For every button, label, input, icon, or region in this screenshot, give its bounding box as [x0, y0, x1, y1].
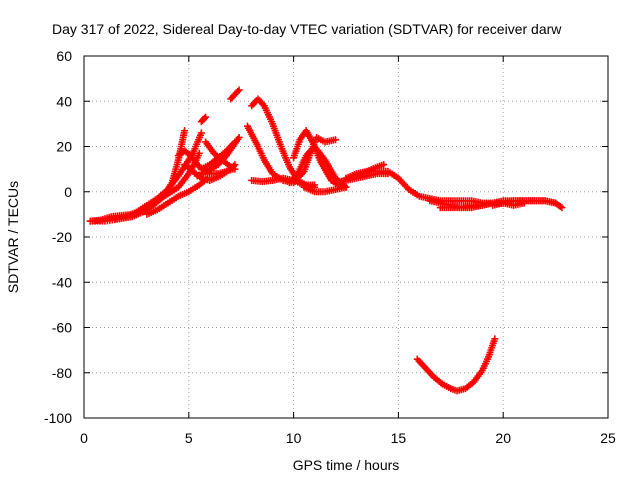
y-tick-label: -60 — [52, 320, 72, 336]
y-tick-label: -40 — [52, 274, 72, 290]
data-point — [332, 136, 340, 144]
series-arc-11 — [227, 86, 243, 103]
data-point — [235, 86, 243, 94]
chart-title: Day 317 of 2022, Sidereal Day-to-day VTE… — [52, 21, 562, 37]
data-point — [235, 133, 243, 141]
x-tick-label: 25 — [600, 430, 616, 446]
plot-frame — [83, 55, 609, 419]
y-tick-label: -100 — [44, 410, 72, 426]
data-point — [195, 149, 203, 157]
x-tick-label: 0 — [80, 430, 88, 446]
x-axis-label: GPS time / hours — [293, 457, 400, 473]
y-tick-label: -80 — [52, 365, 72, 381]
data-point — [231, 138, 239, 146]
data-point — [197, 129, 205, 137]
data-point — [491, 335, 499, 343]
data-point — [234, 87, 242, 95]
data-point — [552, 199, 560, 207]
data-point — [342, 183, 350, 191]
data-point — [201, 114, 209, 122]
y-tick-label: 0 — [64, 184, 72, 200]
y-tick-label: -20 — [52, 229, 72, 245]
series-arc-21 — [352, 161, 388, 180]
series-arc-18 — [300, 183, 350, 196]
axis-ticks: 0 5 10 15 20 25 -100 -80 -60 -40 -20 0 20 40 60 — [44, 48, 616, 446]
y-axis-label: SDTVAR / TECUs — [5, 181, 21, 293]
y-tick-label: 20 — [56, 139, 72, 155]
y-tick-label: 60 — [56, 48, 72, 64]
data-series — [86, 86, 566, 395]
x-tick-label: 20 — [495, 430, 511, 446]
series-arc-24 — [489, 197, 560, 209]
series-arc-12 — [197, 113, 210, 126]
y-tick-label: 40 — [56, 93, 72, 109]
x-tick-label: 15 — [391, 430, 407, 446]
series-arc-10 — [197, 138, 239, 173]
x-tick-label: 5 — [185, 430, 193, 446]
series-arc-22 — [426, 197, 528, 212]
x-tick-label: 10 — [286, 430, 302, 446]
data-point — [380, 161, 388, 169]
data-point — [558, 204, 566, 212]
series-arc-5 — [143, 174, 212, 218]
data-point — [181, 127, 189, 135]
data-point — [231, 165, 239, 173]
series-arc-25 — [413, 335, 499, 395]
data-point — [202, 113, 210, 121]
grid — [84, 56, 608, 418]
